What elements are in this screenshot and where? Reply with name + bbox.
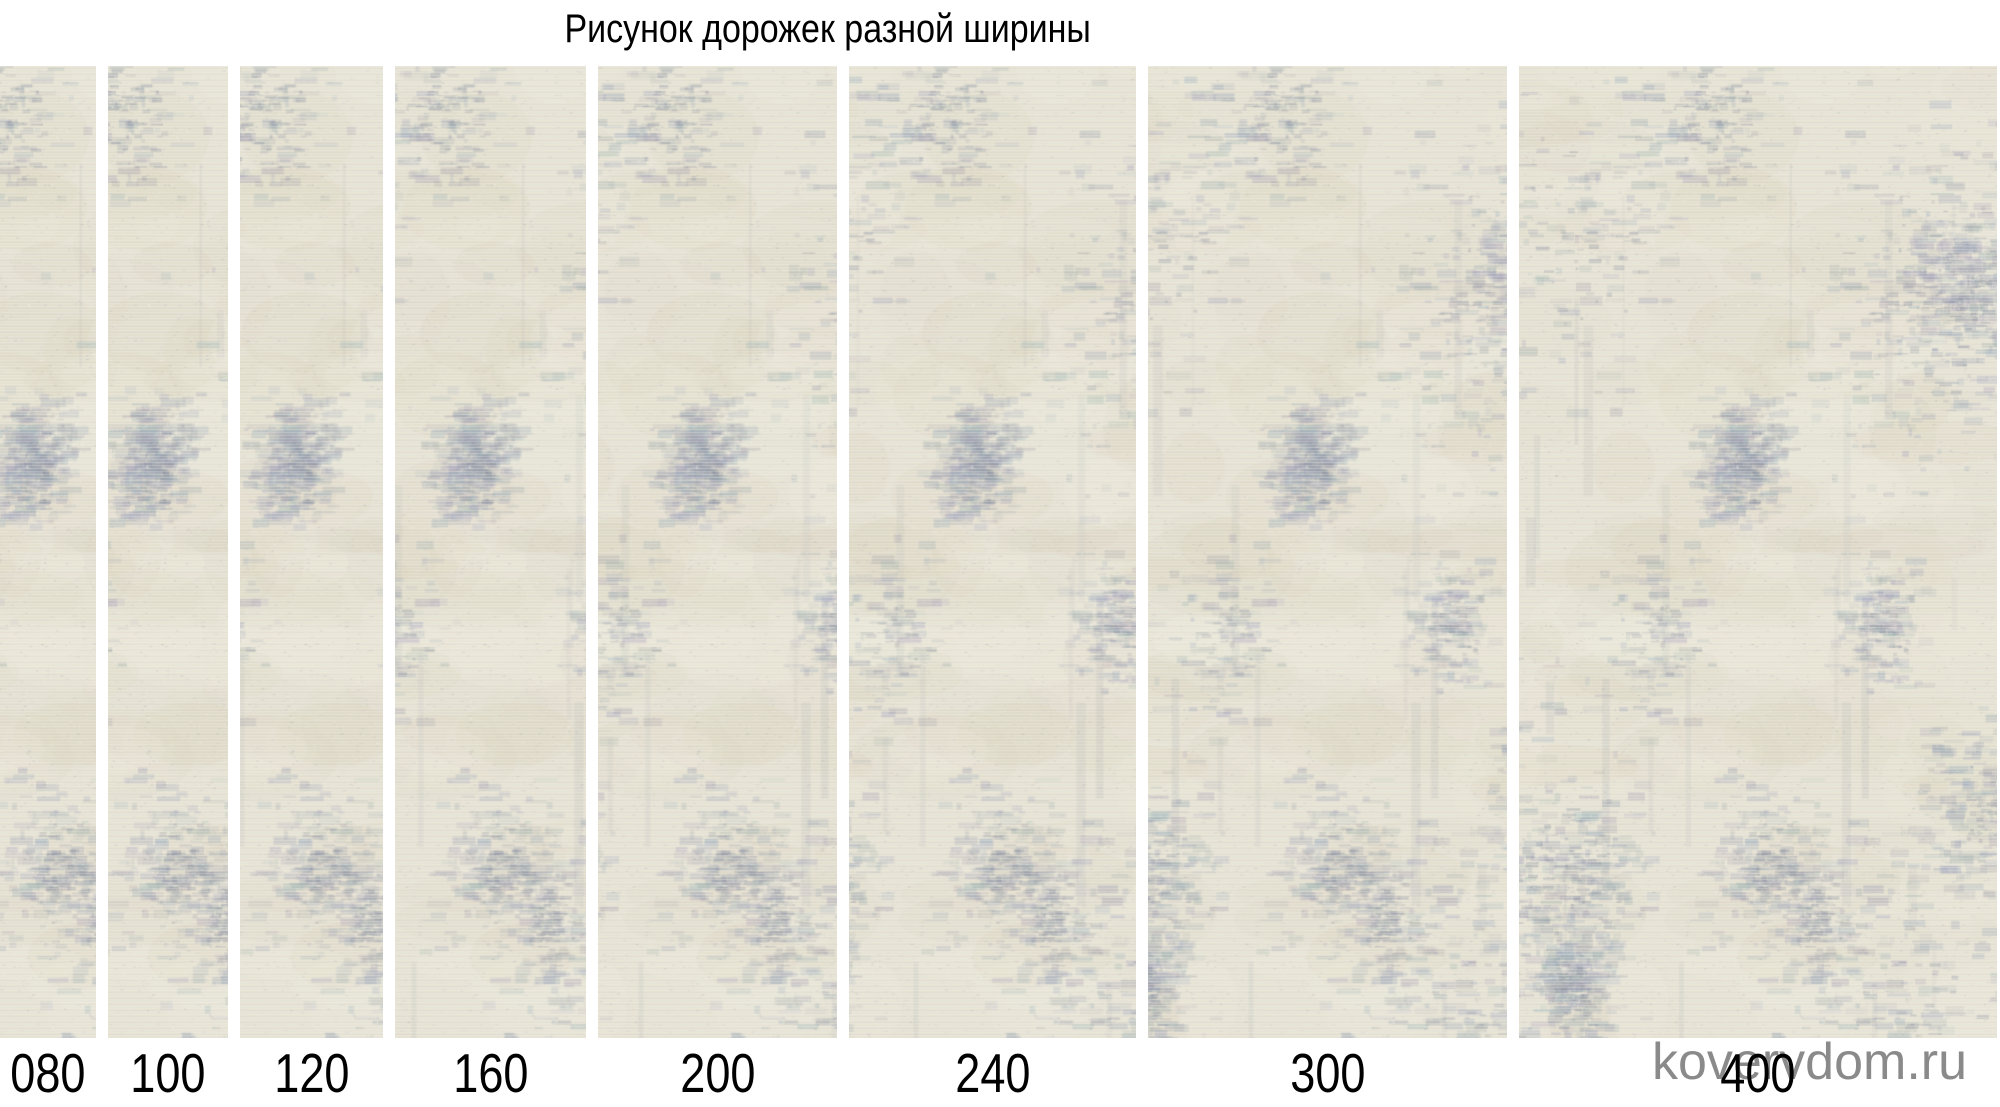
runner-width-label: 120	[273, 1042, 350, 1104]
runner-strip	[849, 66, 1136, 1038]
carpet-texture-canvas	[1519, 66, 1997, 1038]
runner-strip	[598, 66, 837, 1038]
runner-strip	[1519, 66, 1997, 1038]
runner-width-label-wrap: 400	[1519, 1046, 1997, 1101]
runner-width-label-wrap: 160	[395, 1046, 586, 1101]
carpet-texture-canvas	[108, 66, 228, 1038]
runner-width-label-wrap: 200	[598, 1046, 837, 1101]
runner-strip	[395, 66, 586, 1038]
watermark: kovervdom.ru	[1652, 1033, 1967, 1091]
carpet-texture-canvas	[395, 66, 586, 1038]
runner-width-label: 100	[130, 1042, 206, 1104]
runner-width-label-wrap: 120	[240, 1046, 383, 1101]
carpet-texture-canvas	[598, 66, 837, 1038]
runner-strip	[108, 66, 228, 1038]
carpet-texture-canvas	[1148, 66, 1507, 1038]
runner-width-label-wrap: 240	[849, 1046, 1136, 1101]
carpet-texture-canvas	[849, 66, 1136, 1038]
carpet-texture-canvas	[240, 66, 383, 1038]
runner-width-label: 160	[452, 1042, 529, 1104]
runner-width-label: 240	[954, 1042, 1031, 1104]
runner-width-label: 200	[679, 1042, 756, 1104]
runner-width-label-wrap: 080	[0, 1046, 96, 1101]
page-title-wrap: Рисунок дорожек разной ширины	[328, 7, 1328, 51]
runner-strip	[240, 66, 383, 1038]
runner-width-label: 400	[1720, 1042, 1796, 1104]
page-title: Рисунок дорожек разной ширины	[564, 7, 1092, 51]
runner-width-label: 300	[1289, 1042, 1366, 1104]
carpet-texture-canvas	[0, 66, 96, 1038]
runner-width-label: 080	[10, 1042, 86, 1104]
runner-strip	[1148, 66, 1507, 1038]
runner-width-label-wrap: 300	[1148, 1046, 1507, 1101]
runner-width-label-wrap: 100	[108, 1046, 228, 1101]
runner-strip	[0, 66, 96, 1038]
